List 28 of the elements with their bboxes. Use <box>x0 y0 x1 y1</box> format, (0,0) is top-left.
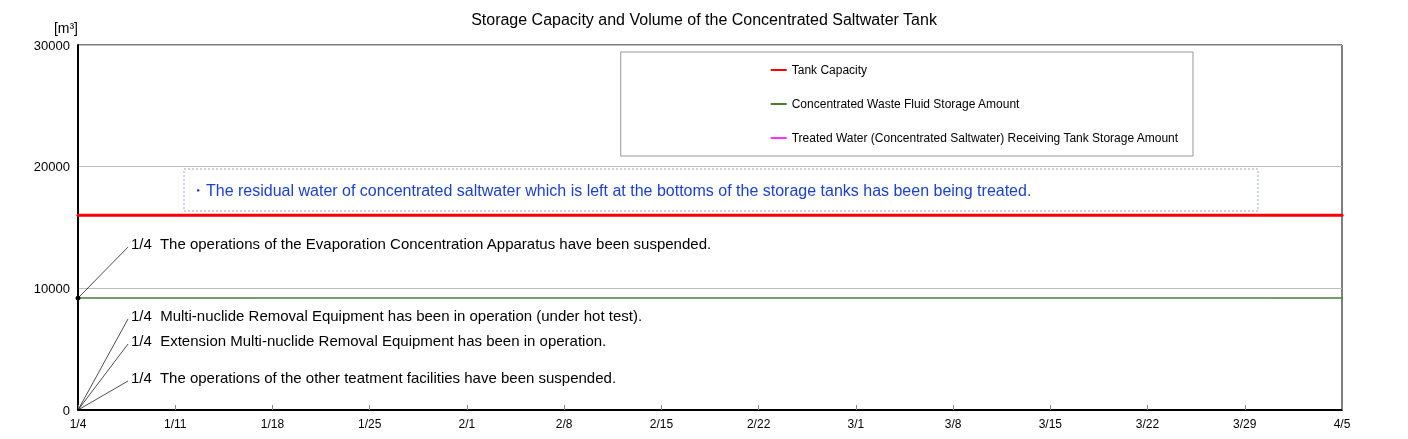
x-tick-label: 2/1 <box>458 417 476 431</box>
x-tick-label: 1/11 <box>164 417 187 431</box>
x-tick-label: 2/15 <box>649 417 674 431</box>
annotation: 1/4 Extension Multi-nuclide Removal Equipment has been in operation. <box>131 331 607 349</box>
x-tick-label: 1/18 <box>260 417 285 431</box>
annotation: 1/4 The operations of the Evaporation Concentration Apparatus have been suspended. <box>131 234 712 252</box>
legend-label: Concentrated Waste Fluid Storage Amount <box>791 97 1021 111</box>
x-tick-label: 3/29 <box>1233 417 1257 431</box>
x-tick-label: 3/15 <box>1038 417 1063 431</box>
x-tick-label: 3/22 <box>1135 417 1160 431</box>
annotation: ・The residual water of concentrated saltwater which is left at the bottoms of the storage tanks has been being treated. <box>190 181 1032 199</box>
legend-label: Tank Capacity <box>791 63 868 77</box>
x-tick-label: 2/22 <box>746 417 771 431</box>
chart-title: Storage Capacity and Volume of the Concentrated Saltwater Tank <box>471 10 938 28</box>
y-tick-label: 10000 <box>33 280 70 296</box>
y-axis-title: [m³] <box>53 20 78 36</box>
y-tick-label: 20000 <box>33 159 70 175</box>
x-tick-label: 3/1 <box>847 417 865 431</box>
x-tick-label: 2/8 <box>555 417 573 431</box>
x-tick-label: 1/25 <box>358 417 382 431</box>
y-tick-label: 30000 <box>33 37 70 53</box>
x-tick-label: 1/4 <box>69 417 87 431</box>
annotation: 1/4 The operations of the other teatment facilities have been suspended. <box>131 368 617 386</box>
legend-label: Treated Water (Concentrated Saltwater) Receiving Tank Storage Amount <box>791 131 1179 145</box>
annotation: 1/4 Multi-nuclide Removal Equipment has been in operation (under hot test). <box>131 306 643 324</box>
x-tick-label: 3/8 <box>944 417 962 431</box>
x-tick-label: 4/5 <box>1333 417 1351 431</box>
y-tick-label: 0 <box>62 402 70 418</box>
